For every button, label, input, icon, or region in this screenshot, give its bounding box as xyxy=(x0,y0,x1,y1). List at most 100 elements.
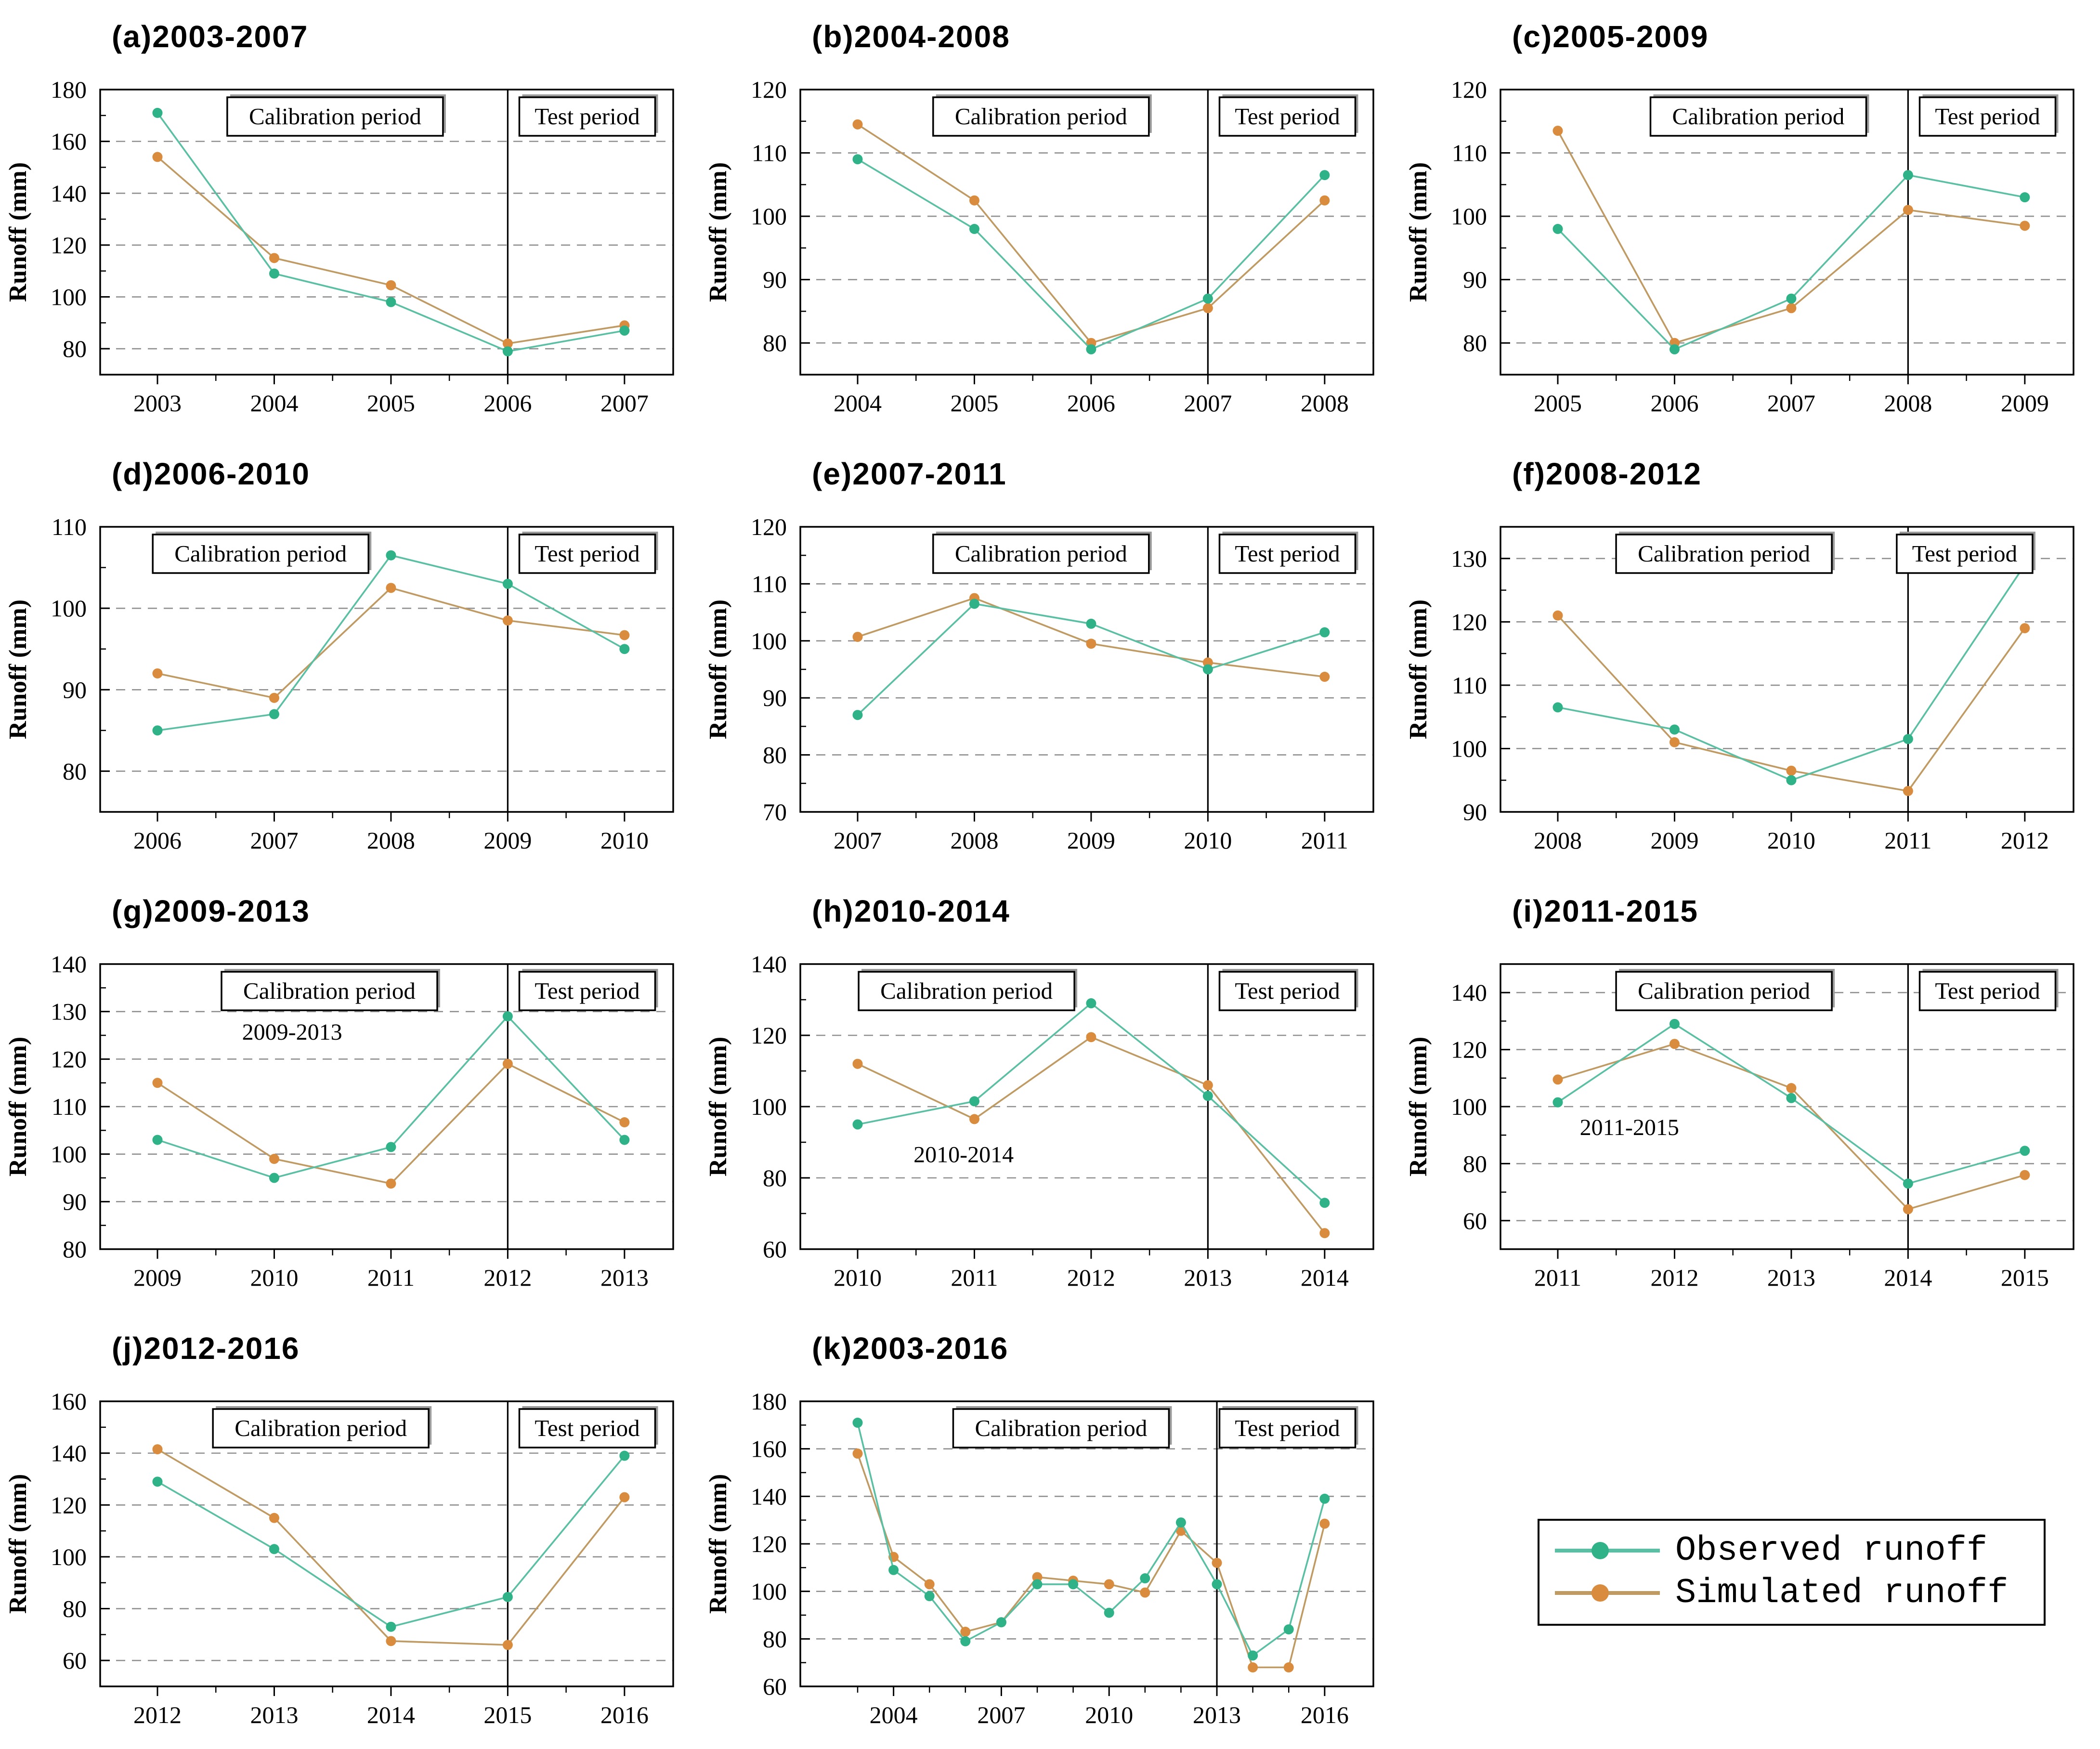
svg-text:Calibration period: Calibration period xyxy=(880,978,1053,1004)
svg-text:Calibration period: Calibration period xyxy=(1638,540,1810,567)
y-tick-label: 110 xyxy=(752,570,787,597)
x-tick-label: 2008 xyxy=(1301,390,1349,417)
x-tick-label: 2012 xyxy=(133,1701,182,1728)
svg-text:Calibration period: Calibration period xyxy=(955,540,1127,567)
x-tick-label: 2013 xyxy=(250,1701,298,1728)
axis-frame xyxy=(1500,526,2074,813)
y-tick-label: 160 xyxy=(51,1388,87,1415)
x-tick-label: 2006 xyxy=(1650,390,1698,417)
svg-text:Test period: Test period xyxy=(1235,103,1340,130)
y-tick-label: 80 xyxy=(763,742,787,769)
chart-panel-c: 80 90 100 110 120 2005 2006 2007 2008 2009 Calibra… xyxy=(1405,19,2074,417)
calibration-period-box: Calibration period xyxy=(952,1406,1172,1449)
legend-label-observed: Observed runoff xyxy=(1675,1531,1988,1570)
x-tick-label: 2010 xyxy=(834,1264,882,1291)
observed-line-marker-icon xyxy=(1555,1542,1660,1559)
calibration-period-box: Calibration period xyxy=(1615,532,1835,574)
observed-runoff-series xyxy=(852,154,1330,354)
x-tick-label: 2013 xyxy=(600,1264,649,1291)
gridlines xyxy=(800,583,1373,756)
simulated-runoff-series xyxy=(152,1058,630,1189)
cell-f: 90 100 110 120 130 2008 2009 2010 2011 2012 Calibr… xyxy=(1400,437,2100,874)
x-tick-label: 2005 xyxy=(367,390,415,417)
test-period-box: Test period xyxy=(1218,1406,1358,1449)
y-axis-label: Runoff (mm) xyxy=(1405,600,1432,739)
observed-runoff-series xyxy=(852,1417,1330,1661)
x-tick-label: 2007 xyxy=(1184,390,1232,417)
svg-text:Calibration period: Calibration period xyxy=(249,103,421,130)
calibration-period-box: Calibration period xyxy=(212,1406,432,1449)
legend-cell: Observed runoff Simulated runoff xyxy=(1400,1312,2100,1748)
x-tick-label: 2006 xyxy=(483,390,532,417)
simulated-runoff-series xyxy=(1552,126,2030,348)
x-tick-label: 2006 xyxy=(133,827,182,854)
chart-panel-d: 80 90 100 110 2006 2007 2008 2009 2010 Calibratio… xyxy=(4,457,674,854)
range-annotation: 2011-2015 xyxy=(1580,1115,1679,1140)
y-tick-label: 100 xyxy=(1451,203,1487,230)
cell-g: 80 90 100 110 120 130 140 2009 2010 2011 2012 2013 C… xyxy=(0,874,700,1312)
svg-text:Calibration period: Calibration period xyxy=(1672,103,1845,130)
axis-frame xyxy=(99,1400,674,1687)
observed-runoff-series xyxy=(152,550,630,736)
axis-ticks: 60 80 100 120 140 160 2012 2013 2014 2015 2016 xyxy=(51,1388,649,1728)
x-tick-label: 2006 xyxy=(1067,390,1115,417)
svg-text:Calibration period: Calibration period xyxy=(243,978,416,1004)
y-axis-label: Runoff (mm) xyxy=(4,162,32,302)
observed-runoff-series xyxy=(1552,170,2030,354)
chart-panel-i: 60 80 100 120 140 2011 2012 2013 2014 2015 Calibra… xyxy=(1405,894,2074,1291)
x-tick-label: 2010 xyxy=(1767,827,1815,854)
y-tick-label: 100 xyxy=(1451,735,1487,762)
x-tick-label: 2010 xyxy=(1184,827,1232,854)
x-tick-label: 2004 xyxy=(834,390,882,417)
cell-k: 60 80 100 120 140 160 180 2004 2007 2010 2013 2016 C… xyxy=(700,1312,1400,1748)
axis-frame xyxy=(99,526,674,813)
test-period-box: Test period xyxy=(1918,94,2059,137)
y-tick-label: 100 xyxy=(751,1578,787,1605)
cell-j: 60 80 100 120 140 160 2012 2013 2014 2015 2016 Cali… xyxy=(0,1312,700,1748)
y-tick-label: 80 xyxy=(63,1236,87,1263)
axis-ticks: 80 90 100 110 120 2005 2006 2007 2008 2009 xyxy=(1451,76,2049,417)
svg-text:Test period: Test period xyxy=(1235,1415,1340,1441)
observed-runoff-series xyxy=(152,1450,630,1632)
x-tick-label: 2014 xyxy=(1301,1264,1349,1291)
axis-ticks: 70 80 90 100 110 120 2007 2008 2009 2010 2011 xyxy=(751,513,1348,854)
y-tick-label: 110 xyxy=(1452,140,1487,167)
y-tick-label: 140 xyxy=(51,180,87,207)
x-tick-label: 2008 xyxy=(1534,827,1582,854)
y-tick-label: 130 xyxy=(1451,545,1487,572)
y-tick-label: 80 xyxy=(763,329,787,356)
x-tick-label: 2011 xyxy=(1884,827,1931,854)
axis-ticks: 60 80 100 120 140 2011 2012 2013 2014 2015 xyxy=(1451,979,2049,1291)
cell-d: 80 90 100 110 2006 2007 2008 2009 2010 Calibratio… xyxy=(0,437,700,874)
test-period-box: Test period xyxy=(1218,532,1358,574)
x-tick-label: 2011 xyxy=(367,1264,415,1291)
y-axis-label: Runoff (mm) xyxy=(704,162,732,302)
y-tick-label: 160 xyxy=(751,1436,787,1462)
observed-runoff-series xyxy=(1552,1018,2030,1189)
y-tick-label: 90 xyxy=(763,684,787,711)
panel-title: (i)2011-2015 xyxy=(1512,894,1698,928)
y-tick-label: 160 xyxy=(51,128,87,155)
svg-text:Calibration period: Calibration period xyxy=(955,103,1127,130)
test-period-box: Test period xyxy=(518,969,658,1011)
chart-panel-e: 70 80 90 100 110 120 2007 2008 2009 2010 2011 Calib… xyxy=(704,457,1374,854)
x-tick-label: 2012 xyxy=(2001,827,2049,854)
y-tick-label: 120 xyxy=(751,1530,787,1557)
y-axis-label: Runoff (mm) xyxy=(4,600,32,739)
y-tick-label: 90 xyxy=(63,1188,87,1215)
svg-text:Calibration period: Calibration period xyxy=(235,1415,407,1441)
simulated-runoff-series xyxy=(852,119,1330,348)
y-tick-label: 80 xyxy=(1463,1150,1487,1177)
y-tick-label: 100 xyxy=(51,284,87,311)
observed-runoff-series xyxy=(1552,560,2030,785)
svg-text:Calibration period: Calibration period xyxy=(174,540,347,567)
gridlines xyxy=(800,152,1373,344)
panel-title: (b)2004-2008 xyxy=(812,19,1010,54)
panel-title: (e)2007-2011 xyxy=(812,457,1007,491)
axis-ticks: 80 100 120 140 160 180 2003 2004 2005 2006 2007 xyxy=(51,76,649,417)
y-tick-label: 140 xyxy=(751,1483,787,1510)
x-tick-label: 2009 xyxy=(133,1264,182,1291)
y-tick-label: 100 xyxy=(1451,1093,1487,1120)
svg-text:Calibration period: Calibration period xyxy=(975,1415,1148,1441)
